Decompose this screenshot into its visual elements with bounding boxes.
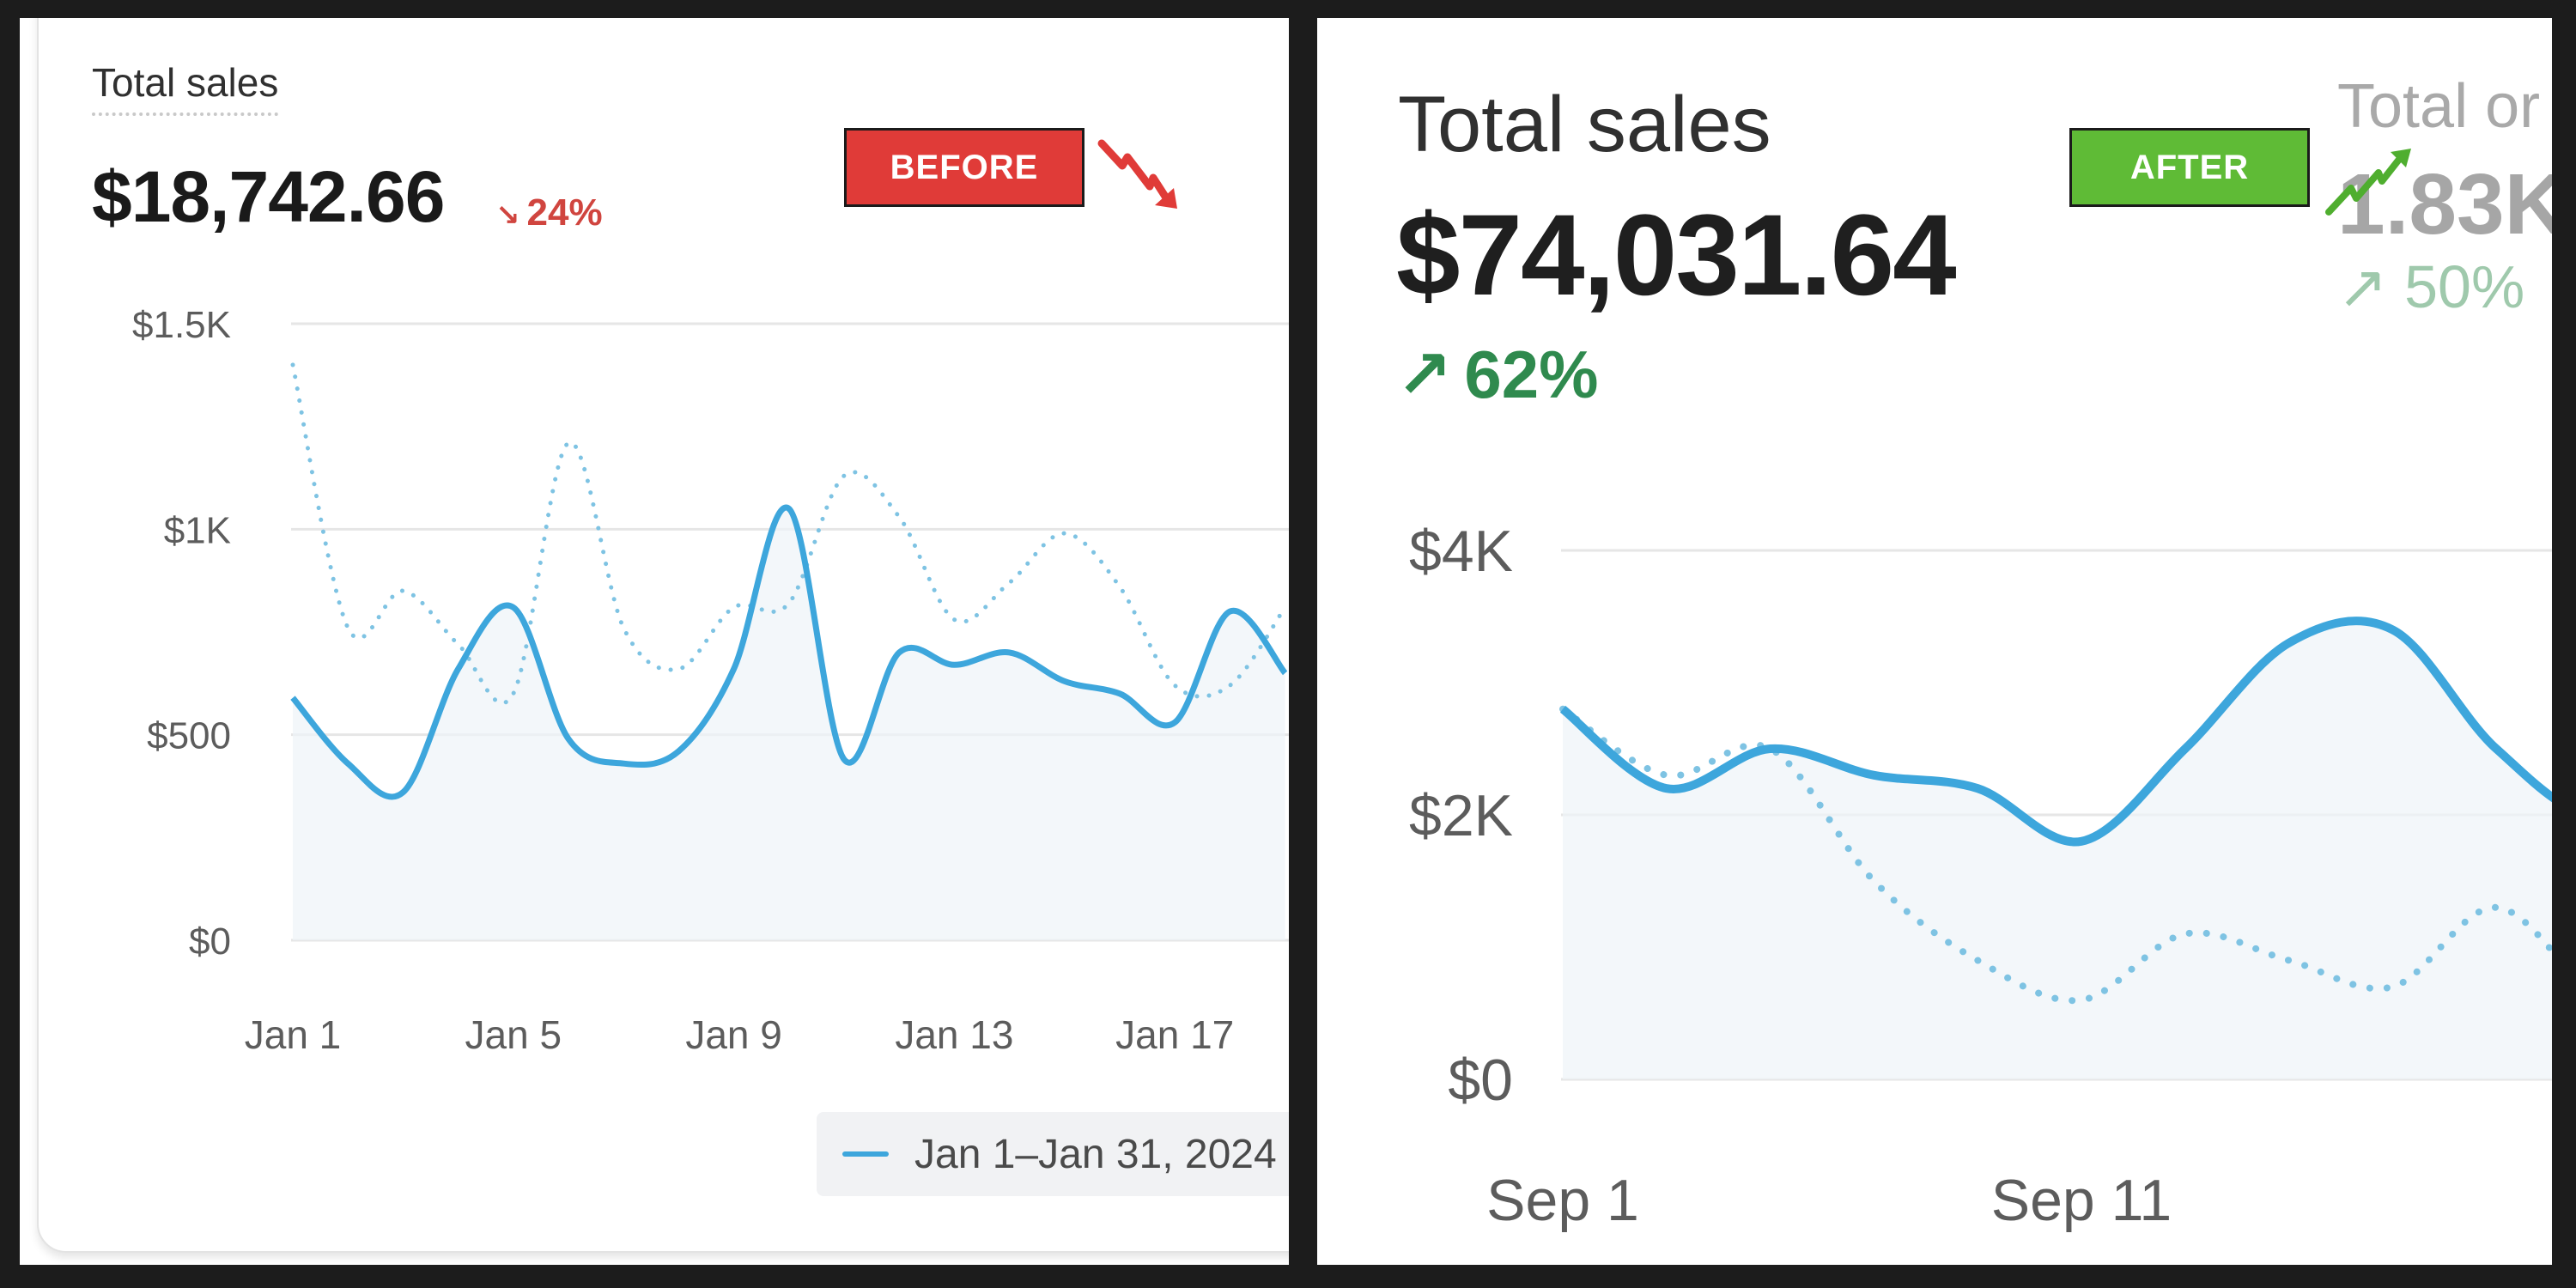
- y-tick-label: $4K: [1409, 519, 1513, 584]
- series-line-current: [1559, 617, 2552, 847]
- after-change-value: 62%: [1464, 337, 1599, 412]
- x-tick-label: Jan 9: [685, 1012, 782, 1057]
- after-side-change-value: 50%: [2404, 253, 2525, 320]
- series-line-comparison: [1559, 705, 2552, 1005]
- x-tick-label: Jan 5: [465, 1012, 562, 1057]
- before-card: [37, 18, 1289, 1253]
- before-badge: BEFORE: [844, 128, 1084, 207]
- y-tick-label: $1K: [164, 509, 231, 551]
- before-change-value: 24%: [526, 191, 603, 234]
- x-tick-label: Sep 11: [1991, 1168, 2172, 1233]
- arrow-up-right-icon: ↗: [1396, 337, 1453, 412]
- before-legend[interactable]: Jan 1–Jan 31, 2024: [817, 1112, 1289, 1196]
- after-side-value: 1.83K: [2337, 156, 2552, 252]
- legend-swatch: [842, 1151, 889, 1157]
- series-line-current: [290, 504, 1288, 800]
- legend-label: Jan 1–Jan 31, 2024: [914, 1131, 1277, 1177]
- y-tick-label: $2K: [1409, 783, 1513, 848]
- arrow-up-right-small-icon: ↗: [2337, 253, 2388, 320]
- arrow-down-right-icon: ↘: [495, 199, 520, 232]
- before-change: ↘ 24%: [495, 191, 603, 234]
- before-title[interactable]: Total sales: [92, 59, 279, 116]
- series-area: [293, 507, 1285, 940]
- after-panel: Total sales $74,031.64 ↗ 62% Total or 1.8…: [1317, 18, 2552, 1265]
- before-chart: $0 $500 $1K $1.5K Jan 1 Jan 5 Jan 9 Jan 13 Jan 1…: [132, 304, 1289, 1057]
- y-tick-label: $0: [189, 920, 231, 963]
- after-badge: AFTER: [2069, 128, 2310, 207]
- after-amount: $74,031.64: [1396, 191, 1957, 319]
- x-tick-label: Jan 13: [895, 1012, 1013, 1057]
- trend-down-icon: [1097, 139, 1177, 209]
- before-panel: Total sales $18,742.66 ↘ 24% BEFORE $0 $50…: [20, 18, 1289, 1265]
- after-side-title[interactable]: Total or: [2337, 72, 2541, 141]
- x-tick-label: Jan 1: [245, 1012, 342, 1057]
- series-line-comparison: [290, 362, 1288, 706]
- after-side-change: ↗ 50%: [2337, 252, 2524, 322]
- after-title[interactable]: Total sales: [1398, 81, 1771, 168]
- series-area: [1563, 621, 2552, 1079]
- trend-up-icon: [2325, 149, 2411, 216]
- y-tick-label: $0: [1448, 1048, 1513, 1113]
- y-tick-label: $1.5K: [132, 304, 231, 346]
- before-amount: $18,742.66: [92, 156, 445, 237]
- after-change: ↗ 62%: [1396, 336, 1598, 414]
- x-tick-label: Jan 17: [1115, 1012, 1234, 1057]
- x-tick-label: Sep 1: [1486, 1168, 1639, 1233]
- y-tick-label: $500: [147, 715, 231, 757]
